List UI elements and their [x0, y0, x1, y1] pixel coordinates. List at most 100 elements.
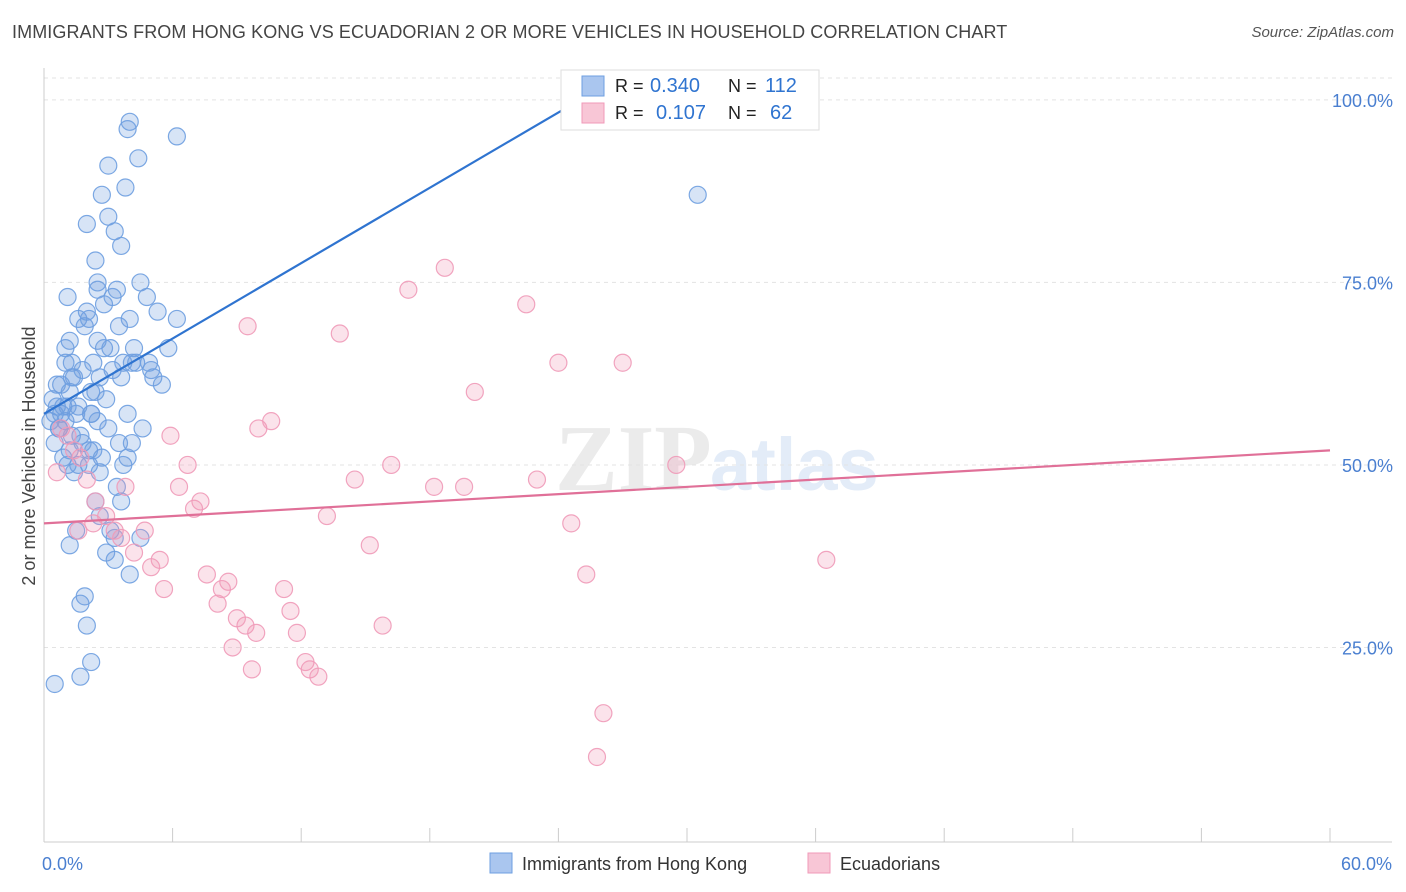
x-tick-label-min: 0.0% [42, 854, 83, 874]
data-point [238, 317, 257, 336]
data-point [114, 455, 133, 475]
data-point [454, 477, 474, 496]
data-point [287, 623, 307, 642]
data-point [152, 375, 171, 394]
stats-n-label-blue: N = [728, 76, 757, 96]
data-point [129, 149, 148, 168]
data-point [86, 492, 105, 511]
data-point [399, 280, 418, 299]
trend-lines [43, 98, 1331, 525]
stats-r-value-blue: 0.340 [650, 75, 700, 97]
data-point [60, 536, 79, 555]
data-point [99, 156, 118, 175]
data-point [137, 287, 156, 307]
data-point [120, 309, 139, 329]
data-point [587, 747, 607, 767]
data-point [667, 455, 686, 475]
y-tick-labels: 25.0% 50.0% 75.0% 100.0% [1332, 91, 1393, 659]
y-tick-label: 100.0% [1332, 91, 1393, 111]
data-point [107, 280, 126, 299]
data-point [178, 455, 197, 475]
data-point [69, 455, 88, 475]
data-point [124, 339, 144, 358]
stats-swatch-blue [581, 75, 605, 97]
watermark-atlas: atlas [710, 423, 879, 506]
data-point [817, 550, 836, 569]
stats-r-label-blue: R = [615, 76, 644, 96]
data-point [142, 360, 161, 380]
data-point [169, 477, 189, 496]
data-point [109, 433, 129, 453]
data-point [101, 339, 120, 358]
data-point [71, 594, 90, 613]
data-point [122, 433, 141, 453]
data-point [77, 214, 96, 234]
data-point [345, 470, 364, 489]
data-point [262, 412, 281, 431]
y-tick-label: 25.0% [1342, 638, 1393, 658]
data-point [613, 353, 632, 372]
data-point [223, 638, 242, 657]
data-point [135, 521, 154, 540]
data-point [84, 514, 103, 533]
data-point [94, 339, 114, 358]
data-point [92, 185, 111, 204]
data-point [112, 492, 131, 511]
data-point [69, 521, 88, 540]
stats-legend: R = 0.340 N = 112 R = 0.107 N = 62 [560, 69, 820, 131]
data-point [139, 353, 159, 372]
data-point [150, 550, 169, 569]
data-point [247, 623, 266, 642]
data-point [82, 404, 101, 423]
data-point [77, 302, 96, 321]
data-point [105, 550, 124, 569]
stats-swatch-pink [581, 102, 605, 124]
legend-label-hong-kong: Immigrants from Hong Kong [522, 854, 747, 874]
data-point [118, 120, 137, 139]
legend-swatch-hong-kong [489, 852, 513, 874]
data-point [120, 565, 139, 584]
data-point [424, 477, 444, 496]
data-point [88, 273, 107, 292]
data-point [317, 506, 337, 526]
data-point [527, 470, 547, 489]
data-point [549, 353, 568, 372]
data-point [191, 492, 210, 511]
watermark: ZIP atlas [555, 407, 879, 511]
stats-n-value-pink: 62 [770, 102, 792, 124]
data-point [118, 404, 137, 423]
data-point [435, 258, 454, 277]
data-point [112, 236, 131, 256]
stats-r-label-pink: R = [615, 103, 644, 123]
data-point [154, 579, 174, 599]
data-point [94, 295, 114, 314]
data-point [562, 514, 581, 533]
data-point [77, 470, 96, 489]
data-point [281, 601, 300, 621]
data-point [124, 543, 144, 562]
data-point [465, 382, 484, 402]
data-point [330, 324, 349, 343]
data-point [167, 127, 186, 146]
gridlines [44, 77, 1392, 648]
data-point [105, 521, 124, 540]
data-point [82, 652, 101, 672]
data-point [79, 309, 99, 329]
data-point [99, 419, 118, 438]
data-point [594, 704, 613, 723]
data-point [236, 616, 255, 635]
data-point [212, 579, 231, 599]
data-point [52, 419, 71, 438]
axes [43, 68, 1392, 843]
data-point [56, 339, 75, 358]
trend-line-ecuadorians [43, 449, 1331, 525]
data-point [64, 441, 84, 460]
data-point [97, 390, 116, 409]
source-credit: Source: ZipAtlas.com [1251, 24, 1394, 41]
data-point [688, 185, 707, 204]
bottom-legend: Immigrants from Hong Kong Ecuadorians [489, 852, 940, 874]
data-point [45, 674, 64, 694]
series-ecuadorians [47, 258, 836, 767]
stats-r-value-pink: 0.107 [656, 102, 706, 124]
